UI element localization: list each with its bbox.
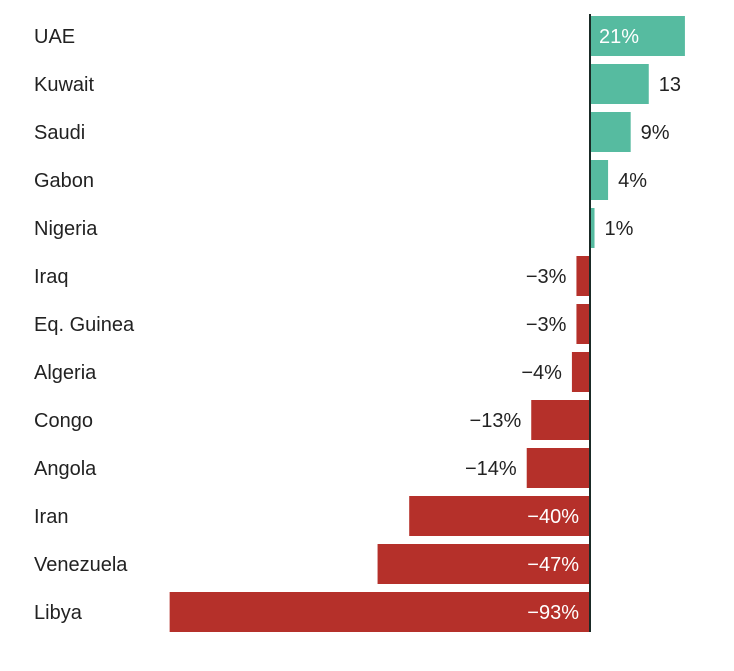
category-label: Saudi [34, 122, 85, 144]
value-label: −93% [527, 602, 579, 624]
value-label: −3% [526, 266, 567, 288]
category-label: Venezuela [34, 554, 128, 576]
category-label: Iraq [34, 266, 68, 288]
bar [169, 592, 590, 632]
category-label: Libya [34, 602, 83, 624]
value-label: −4% [521, 362, 562, 384]
category-label: Iran [34, 506, 68, 528]
bar [590, 160, 609, 200]
value-label: 9% [641, 122, 670, 144]
value-label: −47% [527, 554, 579, 576]
bar [526, 448, 590, 488]
bar [576, 256, 590, 296]
value-label: 13 [659, 74, 681, 96]
category-label: Congo [34, 410, 93, 432]
value-label: −14% [465, 458, 517, 480]
category-label: Nigeria [34, 218, 98, 240]
value-label: 1% [605, 218, 634, 240]
category-label: Gabon [34, 170, 94, 192]
value-label: −40% [527, 506, 579, 528]
bar [590, 16, 685, 56]
bar [377, 544, 590, 584]
bar [590, 64, 649, 104]
category-label: UAE [34, 26, 75, 48]
bar [571, 352, 590, 392]
value-label: −13% [470, 410, 522, 432]
value-label: 4% [618, 170, 647, 192]
bar [590, 112, 631, 152]
bar [576, 304, 590, 344]
bar [409, 496, 590, 536]
bar [590, 208, 595, 248]
category-label: Kuwait [34, 74, 94, 96]
value-label: −3% [526, 314, 567, 336]
category-label: Angola [34, 458, 97, 480]
category-label: Algeria [34, 362, 97, 384]
value-label: 21% [599, 26, 639, 48]
bar [531, 400, 590, 440]
category-label: Eq. Guinea [34, 314, 135, 336]
